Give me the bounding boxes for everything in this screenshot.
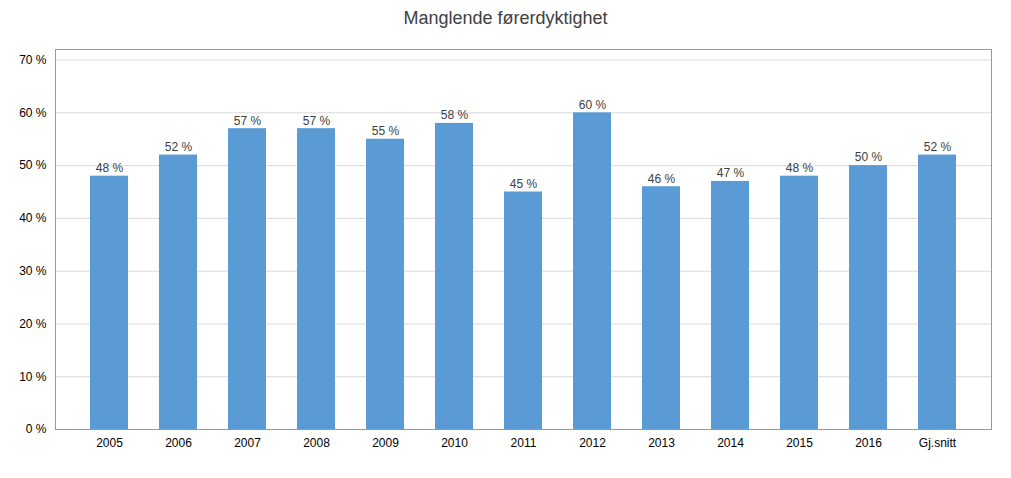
svg-text:50 %: 50 % [19,158,47,172]
svg-text:0 %: 0 % [26,422,47,436]
svg-text:58 %: 58 % [441,108,469,122]
svg-text:60 %: 60 % [19,106,47,120]
svg-text:70 %: 70 % [19,53,47,67]
svg-text:2010: 2010 [441,436,468,450]
svg-text:57 %: 57 % [234,114,262,128]
svg-text:Gj.snitt: Gj.snitt [919,436,957,450]
svg-text:2005: 2005 [96,436,123,450]
svg-text:20 %: 20 % [19,317,47,331]
svg-text:48 %: 48 % [786,161,814,175]
svg-text:30 %: 30 % [19,264,47,278]
svg-text:52 %: 52 % [165,140,193,154]
svg-text:45 %: 45 % [510,177,538,191]
svg-text:2013: 2013 [648,436,675,450]
svg-text:55 %: 55 % [372,124,400,138]
svg-text:2011: 2011 [511,436,537,450]
svg-text:46 %: 46 % [648,172,676,186]
svg-text:2008: 2008 [303,436,330,450]
svg-text:2016: 2016 [855,436,882,450]
svg-text:47 %: 47 % [717,166,745,180]
svg-text:2015: 2015 [786,436,813,450]
svg-text:10 %: 10 % [19,370,47,384]
svg-text:50 %: 50 % [855,150,883,164]
svg-text:48 %: 48 % [96,161,124,175]
svg-text:60 %: 60 % [579,98,607,112]
svg-text:52 %: 52 % [924,140,952,154]
svg-text:2014: 2014 [717,436,744,450]
svg-text:2007: 2007 [234,436,261,450]
svg-text:2012: 2012 [579,436,606,450]
svg-text:57 %: 57 % [303,114,331,128]
svg-text:2009: 2009 [372,436,399,450]
svg-text:40 %: 40 % [19,211,47,225]
svg-text:2006: 2006 [165,436,192,450]
html-text:Manglende førerdyktighet: Manglende førerdyktighet [403,8,608,28]
